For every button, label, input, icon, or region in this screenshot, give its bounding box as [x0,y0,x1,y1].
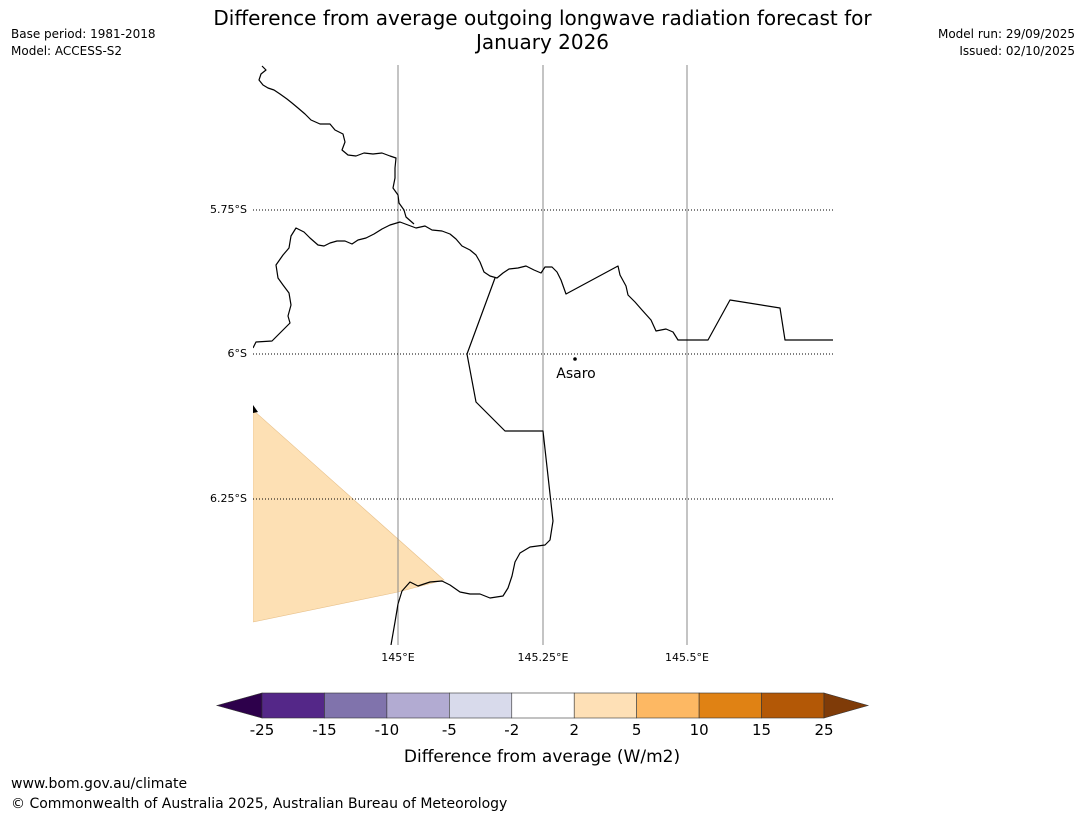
map-title: Difference from average outgoing longwav… [0,6,1085,54]
colorbar-segment-4 [511,692,575,719]
issued-date-text: Issued: 02/10/2025 [959,44,1075,58]
asaro-town-label: Asaro [556,366,595,382]
colorbar-tick-label: -2 [504,721,519,739]
colorbar-tick-label: 25 [814,721,833,739]
colorbar-segment-2 [386,692,450,719]
colorbar-tick-label: -15 [312,721,337,739]
colorbar-tick-label: 10 [690,721,709,739]
map-title-line1: Difference from average outgoing longwav… [213,6,872,30]
longitude-label-145: 145°E [381,651,414,664]
colorbar-tick-label: 2 [569,721,579,739]
anomaly-region-2-to-5 [253,409,445,623]
colorbar-segment-6 [636,692,700,719]
colorbar-tick-label: -10 [375,721,400,739]
colorbar-segment-3 [449,692,513,719]
longitude-label-145-25: 145.25°E [518,651,569,664]
bom-url-text: www.bom.gov.au/climate [11,776,188,792]
colorbar-segment-8 [761,692,825,719]
colorbar-segment-5 [573,692,637,719]
colorbar-segment-7 [698,692,762,719]
colorbar-tick-label: -5 [442,721,457,739]
asaro-town-marker [573,357,577,361]
latitude-label-6: 6°S [228,347,247,360]
colorbar-extend-low [215,692,263,719]
model-name-text: Model: ACCESS-S2 [11,44,123,58]
model-run-text: Model run: 29/09/2025 [937,27,1075,41]
latitude-label-6-25: 6.25°S [210,492,247,505]
anomaly-region-corner [253,405,258,413]
colorbar-tick-label: -25 [250,721,275,739]
longitude-label-145-5: 145.5°E [665,651,709,664]
colorbar-extend-high [823,692,870,719]
boundary-northwest [258,65,415,225]
boundary-central-north [253,221,833,349]
boundary-interior [390,277,554,645]
latitude-label-5-75: 5.75°S [210,203,247,216]
map-canvas: Asaro 5.75°S 6°S 6.25°S 145°E 145.25°E 1… [210,65,833,664]
base-period-text: Base period: 1981-2018 [11,27,156,41]
colorbar-segment-0 [261,692,325,719]
colorbar-tick-label: 5 [632,721,642,739]
copyright-text: © Commonwealth of Australia 2025, Austra… [11,796,508,812]
colorbar-legend: -25 -15 -10 -5 -2 2 5 10 15 25 Difference from av… [215,692,870,767]
colorbar-axis-label: Difference from average (W/m2) [404,747,680,767]
map-title-line2: January 2026 [475,30,610,54]
colorbar-tick-label: 15 [752,721,771,739]
colorbar-segment-1 [324,692,388,719]
